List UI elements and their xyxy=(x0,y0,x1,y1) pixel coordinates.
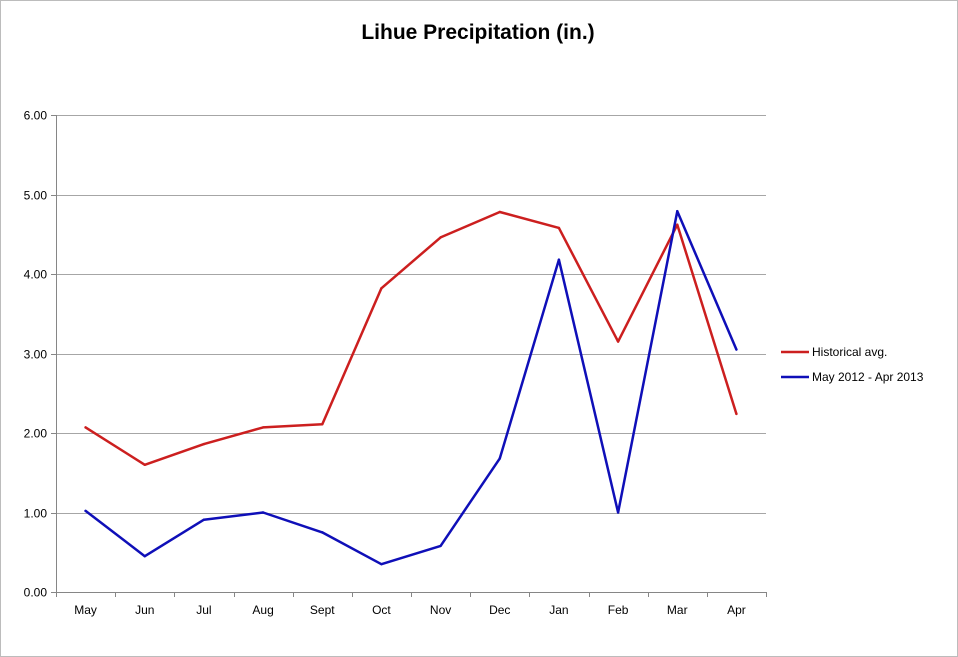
data-point xyxy=(321,423,324,426)
x-tick-label: Jul xyxy=(196,603,211,617)
data-point xyxy=(143,463,146,466)
series-lines xyxy=(84,209,738,566)
data-point xyxy=(84,426,87,429)
x-tick-label: Feb xyxy=(608,603,629,617)
data-point xyxy=(498,457,501,460)
data-point xyxy=(735,412,738,416)
data-point xyxy=(202,442,206,446)
x-tick-label: Mar xyxy=(667,603,688,617)
y-tick-label: 3.00 xyxy=(24,348,48,362)
data-point xyxy=(261,426,265,429)
data-point xyxy=(143,555,146,558)
data-point xyxy=(498,210,501,214)
x-tick-label: Dec xyxy=(489,603,510,617)
gridlines xyxy=(56,115,766,514)
axes: 0.00 1.00 2.00 3.00 4.00 5.00 6.00 May Jun Jul Aug… xyxy=(24,109,767,617)
data-point xyxy=(202,518,206,521)
chart-title: Lihue Precipitation (in.) xyxy=(361,21,594,44)
legend: Historical avg. May 2012 - Apr 2013 xyxy=(781,345,924,384)
data-point xyxy=(380,287,383,290)
data-point xyxy=(676,209,679,213)
x-tick-label: Nov xyxy=(430,603,451,617)
data-point xyxy=(380,562,383,566)
x-tick-label: Jan xyxy=(549,603,568,617)
x-tick-label: May xyxy=(74,603,97,617)
data-point xyxy=(439,544,442,548)
x-tick-label: Jun xyxy=(135,603,154,617)
data-point xyxy=(735,348,738,351)
x-tick-label: Apr xyxy=(727,603,746,617)
data-point xyxy=(321,531,324,534)
x-tick-label: Sept xyxy=(310,603,335,617)
x-tick-label: Oct xyxy=(372,603,391,617)
x-tick-label: Aug xyxy=(252,603,273,617)
data-point xyxy=(557,258,561,261)
data-point xyxy=(439,236,442,239)
y-tick-label: 4.00 xyxy=(24,268,48,282)
legend-label: May 2012 - Apr 2013 xyxy=(812,370,924,384)
y-tick-label: 0.00 xyxy=(24,586,48,600)
y-tick-label: 2.00 xyxy=(24,427,48,441)
data-point xyxy=(676,223,679,226)
y-tick-label: 6.00 xyxy=(24,109,48,123)
series-line-1 xyxy=(84,210,738,467)
y-tick-label: 1.00 xyxy=(24,507,48,521)
data-point xyxy=(84,509,87,513)
data-point xyxy=(261,511,265,514)
series-line-2 xyxy=(84,209,738,566)
data-point xyxy=(616,511,620,514)
y-tick-label: 5.00 xyxy=(24,189,48,203)
data-point xyxy=(616,340,620,343)
data-point xyxy=(557,226,561,230)
legend-label: Historical avg. xyxy=(812,345,887,359)
